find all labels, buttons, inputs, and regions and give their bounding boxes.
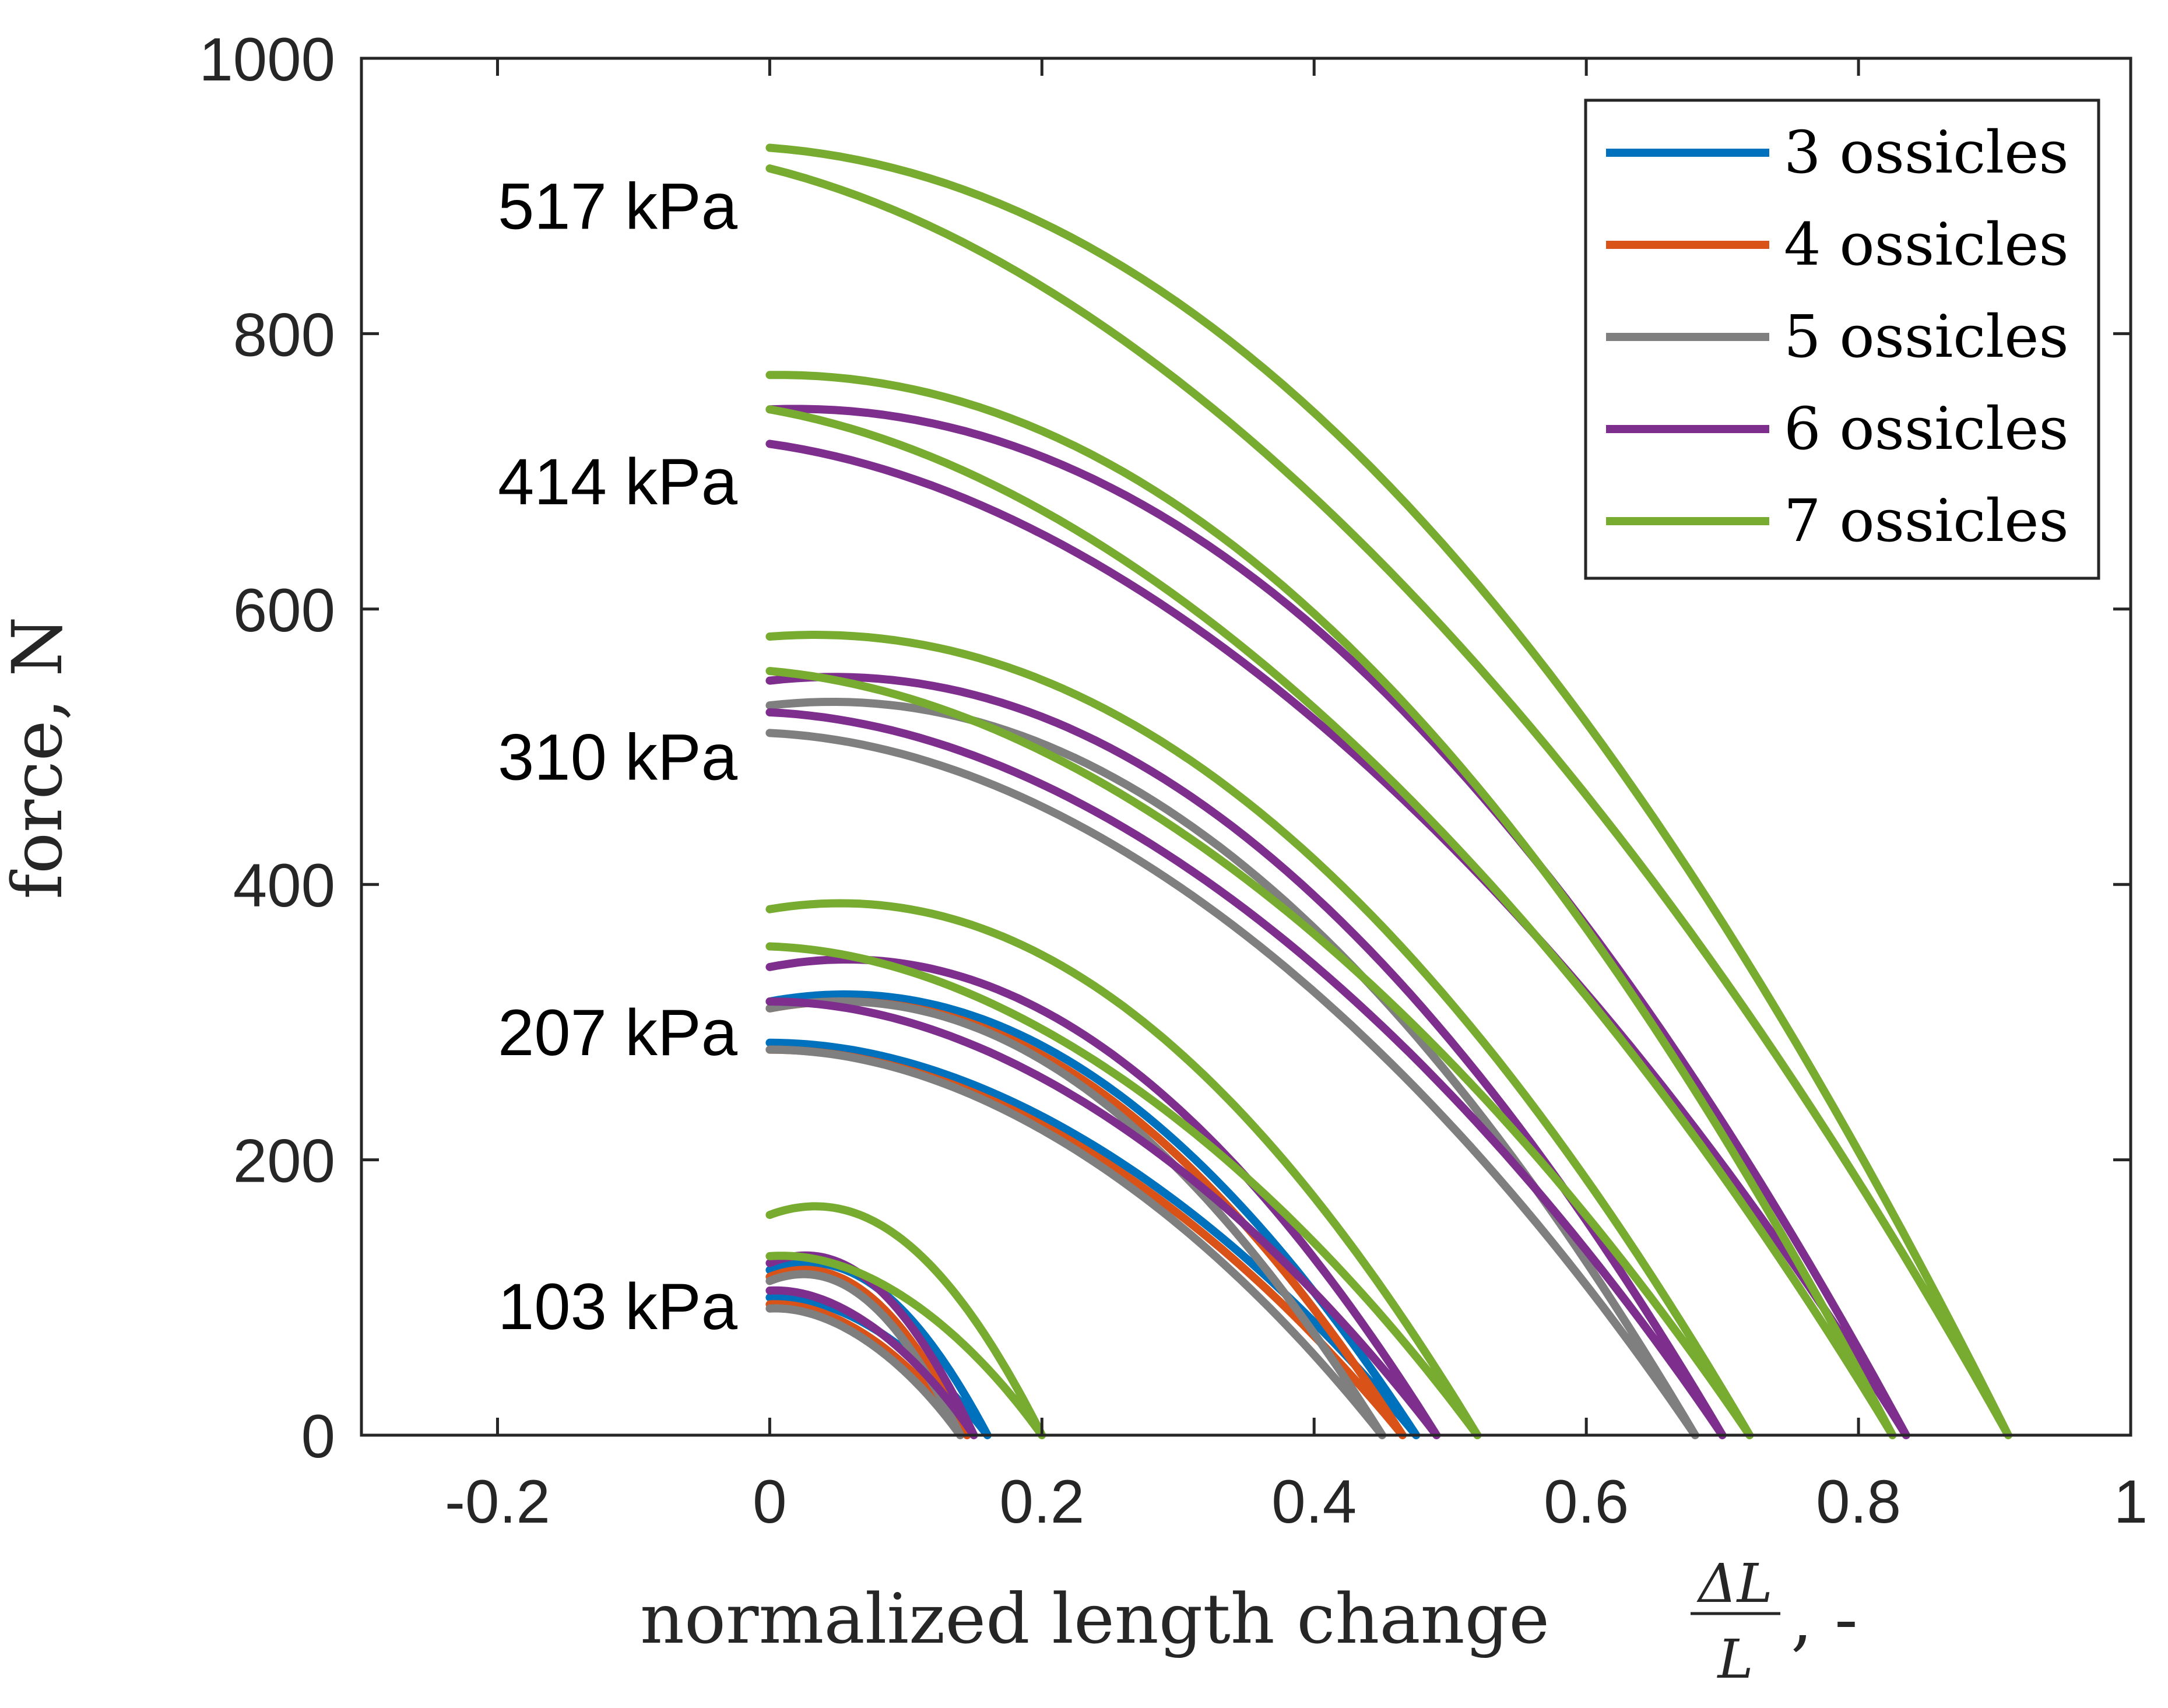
y-tick-label: 400: [233, 852, 335, 920]
x-tick-label: 0.8: [1816, 1468, 1901, 1536]
x-tick-label: 0.4: [1271, 1468, 1357, 1536]
x-tick-label: 1: [2114, 1468, 2148, 1536]
plot-area-frame: [360, 57, 2132, 1437]
pressure-label: 517 kPa: [498, 170, 738, 243]
pressure-label: 207 kPa: [498, 996, 738, 1069]
legend-label: 6 ossicles: [1784, 395, 2069, 463]
legend-label: 3 ossicles: [1784, 118, 2069, 187]
legend-label: 7 ossicles: [1784, 487, 2069, 555]
x-axis-title-suffix: , -: [1791, 1579, 1858, 1659]
axis-ticks: -0.2 0 0.2 0.4 0.6 0.8 1 0 200 400 600 800 1000: [199, 26, 2148, 1536]
y-axis-title: force, N: [0, 616, 78, 899]
pressure-label: 414 kPa: [498, 445, 738, 518]
y-tick-label: 200: [233, 1127, 335, 1196]
x-axis-title-numerator: ΔL: [1696, 1552, 1773, 1615]
legend-items: 3 ossicles 4 ossicles 5 ossicles 6 ossicles…: [1606, 118, 2069, 555]
x-axis-title-text: normalized length change: [640, 1579, 1549, 1659]
pressure-labels: 517 kPa 414 kPa 310 kPa 207 kPa 103 kPa: [498, 170, 738, 1343]
x-tick-label: -0.2: [445, 1468, 550, 1536]
pressure-label: 310 kPa: [498, 721, 738, 794]
legend: 3 ossicles 4 ossicles 5 ossicles 6 ossicles…: [1584, 99, 2100, 580]
y-tick-label: 600: [233, 577, 335, 645]
y-tick-label: 800: [233, 301, 335, 369]
legend-label: 5 ossicles: [1784, 303, 2069, 371]
x-axis-title-denominator: L: [1716, 1628, 1753, 1691]
x-axis-title: normalized length change ΔL L , -: [640, 1552, 1858, 1691]
x-tick-label: 0: [753, 1468, 786, 1536]
y-tick-label: 1000: [199, 26, 335, 94]
pressure-label: 103 kPa: [498, 1270, 738, 1343]
legend-label: 4 ossicles: [1784, 210, 2069, 279]
y-tick-label: 0: [301, 1403, 335, 1471]
x-tick-label: 0.2: [999, 1468, 1084, 1536]
x-tick-label: 0.6: [1544, 1468, 1629, 1536]
